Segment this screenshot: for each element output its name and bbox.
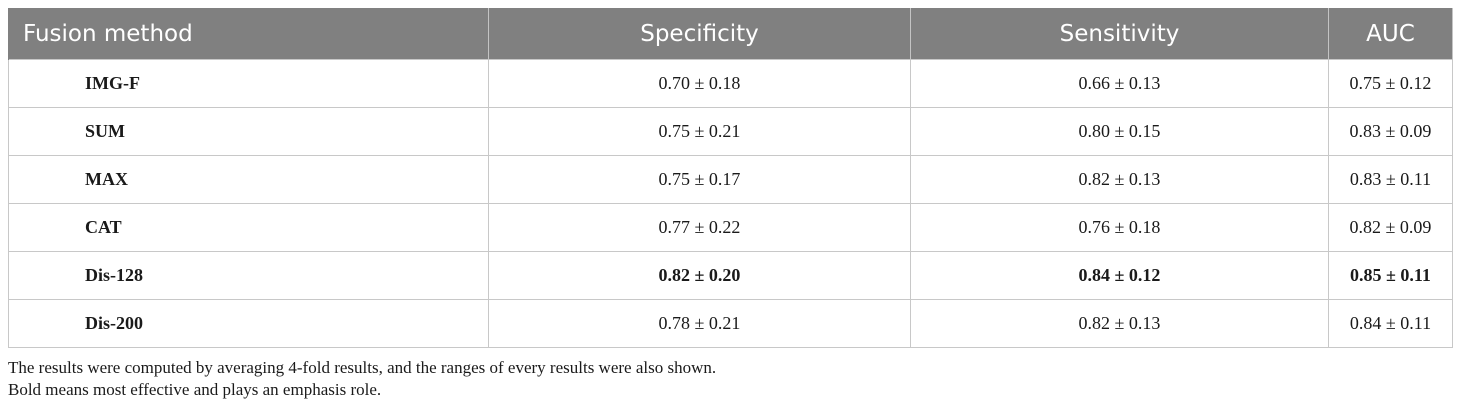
fusion-results-table: Fusion method Specificity Sensitivity AU…: [8, 8, 1453, 348]
results-table-container: Fusion method Specificity Sensitivity AU…: [8, 8, 1453, 348]
header-fusion-method: Fusion method: [8, 8, 489, 60]
cell-sensitivity: 0.76 ± 0.18: [910, 203, 1329, 252]
cell-specificity: 0.78 ± 0.21: [488, 299, 911, 348]
table-row: Dis-128 0.82 ± 0.20 0.84 ± 0.12 0.85 ± 0…: [8, 251, 1453, 300]
table-header: Fusion method Specificity Sensitivity AU…: [8, 8, 1453, 60]
table-row: SUM 0.75 ± 0.21 0.80 ± 0.15 0.83 ± 0.09: [8, 107, 1453, 156]
table-row: Dis-200 0.78 ± 0.21 0.82 ± 0.13 0.84 ± 0…: [8, 299, 1453, 348]
cell-sensitivity: 0.82 ± 0.13: [910, 299, 1329, 348]
cell-auc: 0.84 ± 0.11: [1328, 299, 1453, 348]
cell-method: IMG-F: [8, 59, 489, 108]
table-row: MAX 0.75 ± 0.17 0.82 ± 0.13 0.83 ± 0.11: [8, 155, 1453, 204]
cell-specificity: 0.75 ± 0.21: [488, 107, 911, 156]
table-row: IMG-F 0.70 ± 0.18 0.66 ± 0.13 0.75 ± 0.1…: [8, 59, 1453, 108]
cell-specificity: 0.70 ± 0.18: [488, 59, 911, 108]
table-body: IMG-F 0.70 ± 0.18 0.66 ± 0.13 0.75 ± 0.1…: [8, 59, 1453, 348]
cell-auc: 0.83 ± 0.11: [1328, 155, 1453, 204]
footnote-averaging: The results were computed by averaging 4…: [8, 358, 717, 377]
footnote-bold-meaning: Bold means most effective and plays an e…: [8, 380, 382, 399]
cell-method: SUM: [8, 107, 489, 156]
cell-auc: 0.75 ± 0.12: [1328, 59, 1453, 108]
cell-auc: 0.83 ± 0.09: [1328, 107, 1453, 156]
header-sensitivity: Sensitivity: [910, 8, 1329, 60]
cell-sensitivity: 0.84 ± 0.12: [910, 251, 1329, 300]
cell-specificity: 0.77 ± 0.22: [488, 203, 911, 252]
table-footnotes: The results were computed by averaging 4…: [8, 357, 716, 401]
table-row: CAT 0.77 ± 0.22 0.76 ± 0.18 0.82 ± 0.09: [8, 203, 1453, 252]
cell-method: Dis-128: [8, 251, 489, 300]
cell-sensitivity: 0.80 ± 0.15: [910, 107, 1329, 156]
cell-method: MAX: [8, 155, 489, 204]
cell-sensitivity: 0.66 ± 0.13: [910, 59, 1329, 108]
header-specificity: Specificity: [488, 8, 911, 60]
header-row: Fusion method Specificity Sensitivity AU…: [8, 8, 1453, 60]
header-auc: AUC: [1328, 8, 1453, 60]
cell-sensitivity: 0.82 ± 0.13: [910, 155, 1329, 204]
cell-auc: 0.82 ± 0.09: [1328, 203, 1453, 252]
cell-specificity: 0.82 ± 0.20: [488, 251, 911, 300]
cell-auc: 0.85 ± 0.11: [1328, 251, 1453, 300]
cell-method: Dis-200: [8, 299, 489, 348]
cell-specificity: 0.75 ± 0.17: [488, 155, 911, 204]
cell-method: CAT: [8, 203, 489, 252]
